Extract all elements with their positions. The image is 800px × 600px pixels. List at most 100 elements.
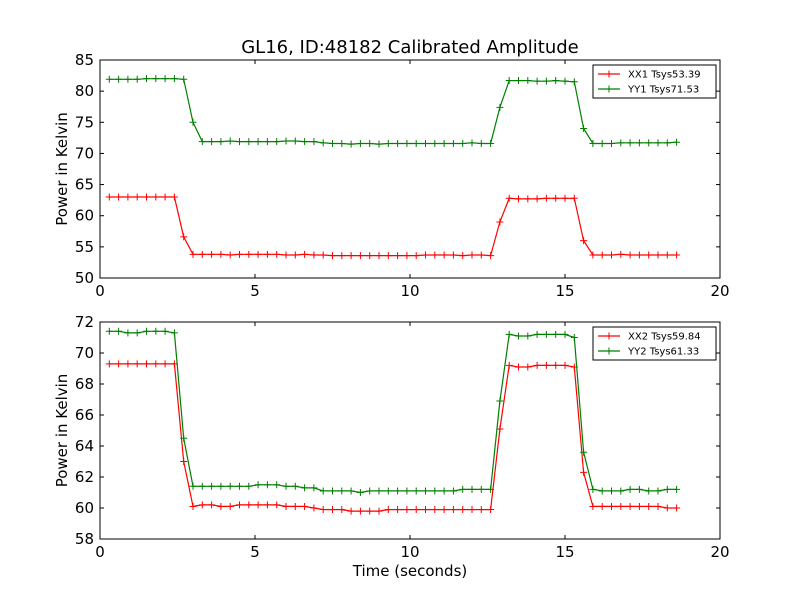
data-point (161, 193, 169, 201)
data-point (533, 195, 541, 203)
x-tick-label: 0 (95, 282, 105, 300)
data-point (198, 482, 206, 490)
data-point (366, 487, 374, 495)
data-point (170, 75, 178, 83)
data-point (105, 193, 113, 201)
data-point (161, 75, 169, 83)
data-point (236, 138, 243, 146)
data-point (263, 501, 271, 509)
data-point (459, 252, 467, 260)
data-point (236, 250, 243, 258)
legend-label: YY1 Tsys71.53 (627, 85, 699, 96)
data-point (487, 506, 495, 514)
data-point (403, 139, 411, 147)
data-point (477, 506, 485, 514)
data-point (487, 139, 495, 147)
data-point (617, 250, 625, 258)
data-point (598, 502, 606, 510)
data-point (477, 251, 485, 259)
x-axis-label: Time (seconds) (352, 562, 468, 580)
data-point (561, 77, 569, 85)
data-point (673, 138, 681, 146)
data-point (133, 75, 141, 83)
data-point (561, 194, 569, 202)
data-point (143, 75, 150, 83)
y-tick-label: 72 (75, 313, 94, 331)
data-point (282, 251, 290, 259)
y-tick-label: 50 (75, 269, 94, 287)
data-point (617, 487, 625, 495)
data-point (152, 327, 160, 335)
data-point (477, 485, 485, 493)
data-point (459, 139, 467, 147)
data-point (356, 489, 364, 496)
data-point (505, 77, 513, 85)
data-point (598, 139, 606, 147)
y-tick-label: 66 (75, 406, 94, 424)
data-point (226, 482, 234, 490)
data-point (626, 251, 634, 259)
data-point (580, 468, 588, 476)
data-point (533, 361, 541, 369)
data-point (375, 507, 383, 515)
x-tick-label: 0 (95, 543, 105, 561)
data-point (282, 502, 290, 510)
top-panel: 0 5 10 15 20 50 55 60 65 70 75 80 85 Power in Kelvin X… (53, 51, 730, 300)
data-point (273, 138, 281, 146)
data-point (515, 195, 522, 203)
data-point (329, 487, 336, 495)
data-point (635, 139, 643, 147)
data-point (291, 251, 299, 259)
data-point (468, 485, 476, 493)
data-point (291, 137, 299, 145)
data-point (366, 139, 374, 147)
data-point (394, 139, 402, 147)
data-point (133, 193, 141, 201)
data-point (105, 360, 113, 368)
data-point (189, 118, 197, 126)
data-point (412, 506, 420, 514)
legend: XX1 Tsys53.39 YY1 Tsys71.53 (592, 64, 717, 99)
data-point (542, 194, 550, 202)
y-tick-label: 62 (75, 468, 94, 486)
x-tick-label: 5 (250, 543, 260, 561)
data-point (449, 251, 457, 259)
data-point (542, 330, 550, 338)
y-tick-label: 60 (75, 499, 94, 517)
x-tick-label: 15 (555, 282, 574, 300)
data-point (570, 78, 578, 86)
data-point (515, 332, 522, 340)
data-point (468, 139, 476, 147)
data-point (533, 77, 541, 85)
data-point (515, 363, 522, 371)
data-point (496, 218, 504, 226)
data-point (663, 485, 671, 493)
data-point (124, 360, 132, 368)
data-point (375, 252, 383, 260)
data-point (645, 139, 653, 147)
data-point (329, 252, 336, 260)
data-point (152, 75, 160, 83)
data-point (394, 506, 402, 514)
data-point (515, 77, 522, 85)
data-point (152, 360, 160, 368)
x-tick-label: 5 (250, 282, 260, 300)
data-point (189, 482, 197, 490)
data-point (626, 139, 634, 147)
data-point (552, 361, 560, 369)
data-point (310, 251, 318, 259)
data-point (561, 361, 569, 369)
data-point (580, 448, 588, 456)
data-point (254, 250, 262, 258)
data-point (663, 139, 671, 147)
data-point (663, 504, 671, 512)
data-point (347, 252, 355, 260)
data-point (105, 327, 113, 335)
data-point (254, 138, 262, 146)
data-point (245, 250, 253, 258)
data-point (384, 252, 392, 260)
data-point (236, 482, 243, 490)
data-point (422, 506, 429, 514)
data-point (412, 487, 420, 495)
data-point (217, 138, 225, 146)
